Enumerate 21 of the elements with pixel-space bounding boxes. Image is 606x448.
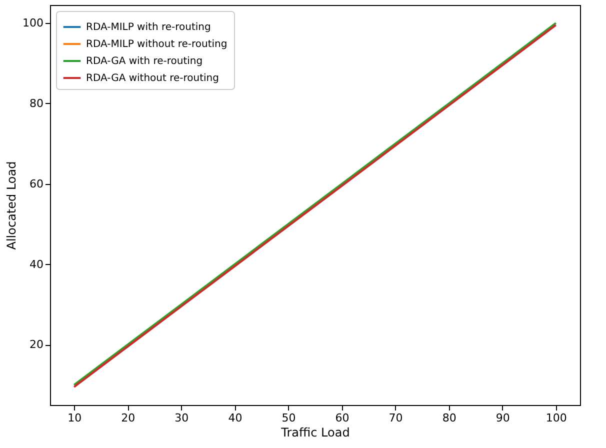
y-tick-label: 80	[30, 96, 44, 110]
x-tick-label: 30	[174, 412, 189, 424]
x-tick-label: 50	[282, 412, 296, 424]
legend-label: RDA-GA with re-routing	[86, 56, 203, 67]
y-tick-label: 20	[30, 338, 44, 352]
legend-label: RDA-MILP without re-routing	[86, 39, 228, 50]
x-tick-label: 10	[68, 412, 82, 424]
x-tick-label: 70	[388, 412, 403, 424]
x-tick-label: 90	[496, 412, 510, 424]
legend-label: RDA-MILP with re-routing	[86, 22, 211, 33]
x-tick-label: 40	[228, 412, 242, 424]
x-tick-label: 20	[121, 412, 136, 424]
x-tick-label: 60	[335, 412, 350, 424]
y-tick-label: 100	[22, 16, 44, 30]
y-axis-title: Allocated Load	[4, 161, 19, 250]
legend-label: RDA-GA without re-routing	[86, 73, 219, 84]
x-tick-label: 100	[546, 412, 567, 424]
x-tick-label: 80	[442, 412, 456, 424]
y-tick-label: 40	[30, 258, 44, 271]
x-axis-title: Traffic Load	[280, 426, 350, 440]
y-tick-label: 60	[30, 177, 44, 190]
